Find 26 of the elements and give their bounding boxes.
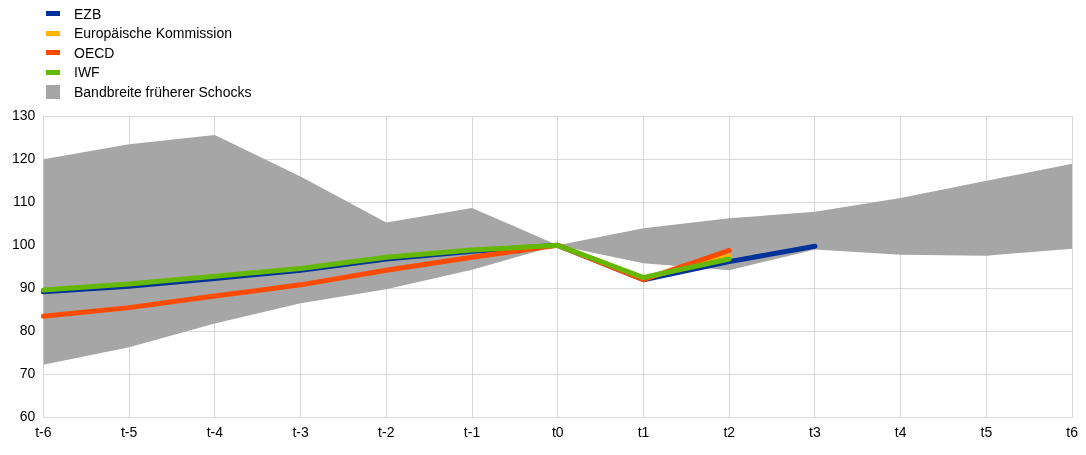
legend-label: EZB xyxy=(74,5,102,22)
legend-label: OECD xyxy=(74,44,115,61)
x-tick-label: t-3 xyxy=(292,424,309,441)
legend-label: IWF xyxy=(74,64,100,81)
x-tick-label: t0 xyxy=(551,424,564,441)
x-tick-label: t-1 xyxy=(463,424,481,441)
legend-label: Bandbreite früherer Schocks xyxy=(74,83,252,100)
x-tick-label: t3 xyxy=(809,424,822,441)
y-tick-label: 110 xyxy=(13,193,36,210)
y-tick-label: 100 xyxy=(12,236,36,253)
y-tick-label: 80 xyxy=(19,322,36,339)
y-tick-label: 60 xyxy=(19,408,36,425)
x-tick-label: t-6 xyxy=(35,424,52,441)
x-tick-label: t-4 xyxy=(206,424,224,441)
x-tick-label: t4 xyxy=(894,424,907,441)
x-tick-label: t2 xyxy=(723,424,736,441)
x-tick-label: t1 xyxy=(637,424,650,441)
y-tick-label: 120 xyxy=(12,150,36,167)
legend-label: Europäische Kommission xyxy=(74,25,232,42)
x-tick-label: t-2 xyxy=(378,424,395,441)
y-tick-label: 130 xyxy=(12,107,36,124)
x-tick-label: t-5 xyxy=(120,424,138,441)
x-tick-label: t6 xyxy=(1066,424,1079,441)
y-tick-label: 70 xyxy=(19,365,36,382)
x-tick-label: t5 xyxy=(980,424,993,441)
y-tick-label: 90 xyxy=(19,279,36,296)
